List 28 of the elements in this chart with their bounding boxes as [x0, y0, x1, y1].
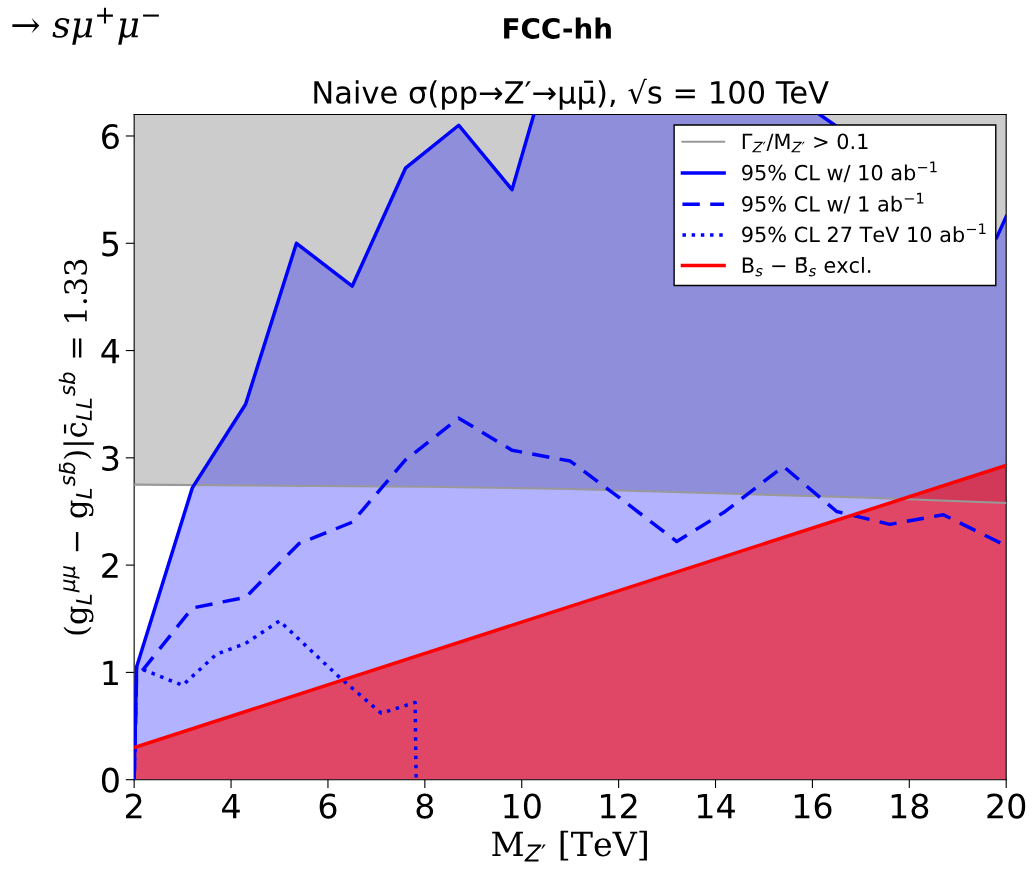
x-tick-label: 14	[697, 793, 735, 819]
text: (g$_{L}$$^{μμ}$ − g$_{L}$$^{sb̄}$)|c̄$_{LL}$$^{sb}$ = 1.33	[58, 259, 94, 635]
y-tick-label: 5	[102, 231, 119, 257]
y-tick-label: 0	[101, 767, 119, 793]
legend-label: Γ$_{Z′}$/M$_{Z′}$ > 0.1	[742, 133, 868, 153]
legend-label: B$_{s}$ − B̄$_{s}$ excl.	[742, 256, 871, 277]
chart-subtitle: Naive σ(pp→Z′→μμ̄), √s = 100 TeV	[314, 78, 829, 110]
text: → sμ$^{+}$μ$^{−}$	[12, 7, 159, 45]
legend-label: 95% CL 27 TeV 10 ab$^{−1}$	[742, 223, 986, 243]
line-series	[134, 483, 1007, 504]
y-tick-label: 6	[102, 123, 119, 150]
y-tick-label: 4	[101, 338, 120, 364]
chart-title: FCC-hh	[504, 17, 611, 39]
x-tick-label: 12	[601, 793, 637, 819]
x-tick-label: 8	[416, 793, 434, 819]
x-tick-label: 16	[794, 793, 832, 819]
x-tick-label: 18	[891, 793, 929, 819]
x-tick-label: 6	[319, 793, 337, 819]
y-tick-label: 3	[102, 445, 119, 471]
x-axis-title: M$_{Z′}$ [TeV]	[492, 830, 647, 862]
x-tick-label: 2	[126, 793, 142, 819]
legend-label: 95% CL w/ 1 ab$^{−1}$	[742, 192, 924, 214]
x-tick-label: 10	[504, 793, 541, 819]
y-tick-label: 2	[102, 553, 118, 578]
y-tick-label: 1	[103, 660, 118, 686]
x-tick-label: 20	[987, 793, 1026, 819]
legend-label: 95% CL w/ 10 ab$^{−1}$	[742, 161, 937, 183]
x-tick-label: 4	[222, 793, 240, 819]
